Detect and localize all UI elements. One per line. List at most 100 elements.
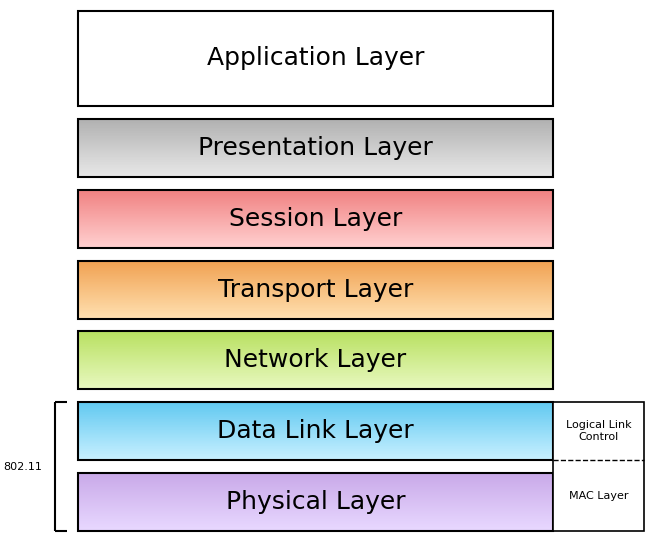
Bar: [78, 226, 553, 228]
Bar: [78, 442, 553, 443]
Bar: [78, 128, 553, 129]
Bar: [78, 457, 553, 458]
Bar: [78, 143, 553, 144]
Bar: [78, 435, 553, 436]
Bar: [78, 414, 553, 415]
Bar: [78, 405, 553, 406]
Bar: [78, 123, 553, 124]
Bar: [78, 370, 553, 371]
Bar: [78, 262, 553, 263]
Bar: [78, 154, 553, 155]
Bar: [78, 222, 553, 223]
Bar: [78, 339, 553, 340]
Bar: [78, 355, 553, 356]
Bar: [78, 234, 553, 235]
Bar: [78, 220, 553, 221]
Bar: [78, 493, 553, 494]
Bar: [78, 157, 553, 158]
Bar: [78, 530, 553, 531]
Bar: [78, 373, 553, 374]
Bar: [78, 291, 553, 292]
Bar: [78, 289, 553, 291]
Bar: [78, 484, 553, 485]
Bar: [78, 218, 553, 219]
Bar: [78, 208, 553, 209]
Bar: [78, 132, 553, 133]
Bar: [78, 364, 553, 365]
Bar: [78, 406, 553, 407]
Bar: [78, 203, 553, 204]
Bar: [78, 314, 553, 315]
Bar: [78, 127, 553, 128]
Bar: [78, 263, 553, 264]
Bar: [78, 210, 553, 211]
Bar: [78, 142, 553, 143]
Bar: [78, 144, 553, 145]
Bar: [78, 370, 553, 371]
Bar: [78, 500, 553, 501]
Bar: [78, 209, 553, 210]
Bar: [78, 499, 553, 500]
Bar: [78, 482, 553, 483]
Bar: [78, 353, 553, 354]
Bar: [78, 454, 553, 455]
Bar: [78, 168, 553, 169]
Bar: [78, 426, 553, 427]
Bar: [78, 441, 553, 442]
Bar: [78, 243, 553, 244]
Bar: [78, 269, 553, 270]
Bar: [78, 235, 553, 236]
Bar: [78, 150, 553, 151]
Bar: [78, 424, 553, 426]
Bar: [78, 427, 553, 428]
Bar: [78, 357, 553, 358]
Bar: [78, 261, 553, 262]
Bar: [78, 225, 553, 226]
Bar: [78, 453, 553, 454]
Bar: [78, 190, 553, 248]
Bar: [78, 352, 553, 353]
Bar: [78, 305, 553, 306]
Bar: [78, 388, 553, 390]
Bar: [78, 304, 553, 305]
Bar: [78, 280, 553, 281]
Bar: [78, 205, 553, 206]
Bar: [78, 344, 553, 345]
Bar: [78, 380, 553, 381]
Bar: [78, 146, 553, 147]
Bar: [78, 516, 553, 517]
Bar: [78, 331, 553, 332]
Bar: [78, 387, 553, 388]
Bar: [78, 418, 553, 419]
Text: Physical Layer: Physical Layer: [226, 490, 405, 514]
Bar: [78, 228, 553, 229]
Bar: [78, 273, 553, 274]
Bar: [78, 351, 553, 352]
Bar: [78, 140, 553, 141]
Bar: [78, 371, 553, 372]
Bar: [78, 496, 553, 497]
Bar: [78, 525, 553, 526]
Bar: [78, 233, 553, 234]
Bar: [78, 345, 553, 346]
Bar: [78, 501, 553, 502]
Bar: [78, 422, 553, 423]
Bar: [78, 274, 553, 275]
Bar: [78, 199, 553, 200]
Bar: [78, 247, 553, 248]
Bar: [78, 277, 553, 278]
Bar: [78, 295, 553, 296]
Bar: [78, 423, 553, 424]
Bar: [78, 121, 553, 122]
Bar: [78, 202, 553, 203]
Bar: [78, 356, 553, 357]
Bar: [78, 133, 553, 134]
Bar: [78, 363, 553, 364]
Bar: [78, 282, 553, 283]
Bar: [78, 480, 553, 481]
Bar: [78, 141, 553, 142]
Bar: [78, 265, 553, 266]
Bar: [78, 505, 553, 506]
Bar: [78, 266, 553, 267]
Bar: [78, 443, 553, 444]
